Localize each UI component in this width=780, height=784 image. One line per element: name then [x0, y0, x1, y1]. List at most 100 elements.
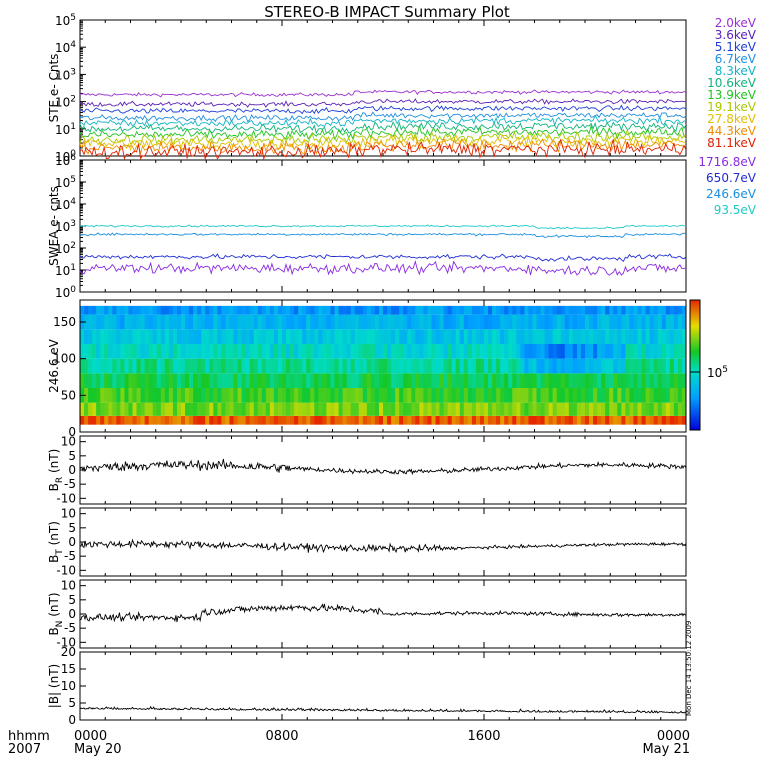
heatmap-cell-144-3: [661, 373, 667, 388]
heatmap-cell-36-2: [225, 388, 230, 403]
heatmap-cell-132-3: [613, 373, 618, 388]
heatmap-cell-16-8: [144, 305, 150, 315]
heatmap-cell-39-5: [237, 344, 243, 359]
heatmap-cell-142-3: [653, 373, 659, 388]
heatmap-cell-2-6: [88, 329, 93, 344]
heatmap-cell-149-8: [681, 305, 687, 315]
heatmap-cell-69-0: [358, 415, 364, 425]
heatmap-cell-113-0: [536, 415, 542, 425]
heatmap-cell-132-6: [613, 329, 618, 344]
heatmap-cell-42-4: [249, 358, 255, 374]
heatmap-cell-30-0: [201, 415, 206, 425]
heatmap-cell-85-8: [423, 305, 428, 315]
heatmap-cell-45-0: [261, 415, 267, 425]
heatmap-cell-108-2: [516, 388, 521, 403]
heatmap-cell-36-5: [225, 344, 230, 359]
heatmap-cell-129-7: [601, 314, 606, 330]
heatmap-cell-91-3: [447, 373, 453, 388]
heatmap-cell-28-2: [193, 388, 198, 403]
heatmap-cell-119-7: [560, 314, 566, 330]
heatmap-cell-134-4: [621, 358, 626, 374]
heatmap-cell-17-6: [148, 329, 154, 344]
heatmap-cell-10-2: [120, 388, 125, 403]
heatmap-cell-134-0: [621, 415, 626, 425]
heatmap-cell-60-8: [322, 305, 327, 315]
heatmap-cell-45-4: [261, 358, 267, 374]
heatmap-cell-103-8: [496, 305, 501, 315]
heatmap-cell-88-5: [435, 344, 441, 359]
legend-entry-1-1: 650.7eV: [706, 171, 757, 185]
heatmap-cell-13-8: [132, 305, 138, 315]
heatmap-cell-140-7: [645, 314, 651, 330]
heatmap-cell-20-2: [160, 388, 166, 403]
heatmap-cell-98-5: [475, 344, 481, 359]
heatmap-cell-117-5: [552, 344, 558, 359]
heatmap-cell-29-3: [197, 373, 202, 388]
heatmap-cell-99-3: [479, 373, 485, 388]
heatmap-cell-87-4: [431, 358, 437, 374]
heatmap-cell-20-4: [160, 358, 166, 374]
heatmap-cell-6-8: [104, 305, 109, 315]
heatmap-cell-145-0: [665, 415, 671, 425]
heatmap-cell-89-5: [439, 344, 445, 359]
heatmap-cell-131-5: [609, 344, 614, 359]
heatmap-cell-4-1: [96, 402, 101, 416]
heatmap-cell-23-1: [172, 402, 178, 416]
heatmap-cell-16-5: [144, 344, 150, 359]
heatmap-cell-5-0: [100, 415, 105, 425]
heatmap-cell-73-1: [374, 402, 380, 416]
y-tick-label-1-2: 102: [55, 241, 76, 256]
heatmap-cell-32-7: [209, 314, 214, 330]
heatmap-cell-131-4: [609, 358, 614, 374]
heatmap-cell-88-4: [435, 358, 441, 374]
heatmap-cell-91-1: [447, 402, 453, 416]
heatmap-cell-107-3: [512, 373, 517, 388]
heatmap-cell-10-1: [120, 402, 125, 416]
heatmap-cell-48-1: [273, 402, 279, 416]
heatmap-cell-66-6: [346, 329, 352, 344]
heatmap-cell-103-2: [496, 388, 501, 403]
heatmap-cell-146-3: [669, 373, 675, 388]
heatmap-cell-70-7: [362, 314, 368, 330]
heatmap-cell-123-7: [576, 314, 582, 330]
heatmap-cell-32-5: [209, 344, 214, 359]
heatmap-cell-61-2: [326, 388, 331, 403]
heatmap-cell-144-8: [661, 305, 667, 315]
heatmap-cell-0-3: [80, 373, 85, 388]
heatmap-cell-50-0: [282, 415, 287, 425]
heatmap-cell-20-0: [160, 415, 166, 425]
heatmap-cell-98-3: [475, 373, 481, 388]
heatmap-cell-14-6: [136, 329, 142, 344]
heatmap-cell-133-7: [617, 314, 622, 330]
heatmap-cell-66-1: [346, 402, 352, 416]
heatmap-cell-133-5: [617, 344, 622, 359]
heatmap-cell-122-3: [572, 373, 578, 388]
heatmap-cell-59-2: [318, 388, 323, 403]
heatmap-cell-0-8: [80, 305, 85, 315]
heatmap-cell-148-1: [677, 402, 683, 416]
series-line-1-2: [79, 232, 687, 239]
heatmap-cell-3-6: [92, 329, 97, 344]
heatmap-cell-115-2: [544, 388, 550, 403]
heatmap-cell-49-1: [277, 402, 283, 416]
heatmap-cell-80-6: [403, 329, 408, 344]
heatmap-cell-94-0: [459, 415, 465, 425]
heatmap-cell-65-2: [342, 388, 348, 403]
heatmap-cell-66-3: [346, 373, 352, 388]
heatmap-cell-101-8: [488, 305, 493, 315]
heatmap-cell-138-0: [637, 415, 643, 425]
heatmap-cell-120-6: [564, 329, 570, 344]
heatmap-cell-17-4: [148, 358, 154, 374]
heatmap-cell-78-3: [395, 373, 400, 388]
heatmap-cell-64-5: [338, 344, 344, 359]
heatmap-cell-0-1: [80, 402, 85, 416]
y-tick-label-1-5: 105: [55, 175, 76, 190]
heatmap-cell-107-4: [512, 358, 517, 374]
heatmap-cell-90-6: [443, 329, 449, 344]
heatmap-cell-128-4: [597, 358, 602, 374]
heatmap-cell-78-1: [395, 402, 400, 416]
heatmap-cell-73-6: [374, 329, 380, 344]
heatmap-cell-145-6: [665, 329, 671, 344]
heatmap-cell-111-2: [528, 388, 533, 403]
heatmap-cell-63-0: [334, 415, 340, 425]
